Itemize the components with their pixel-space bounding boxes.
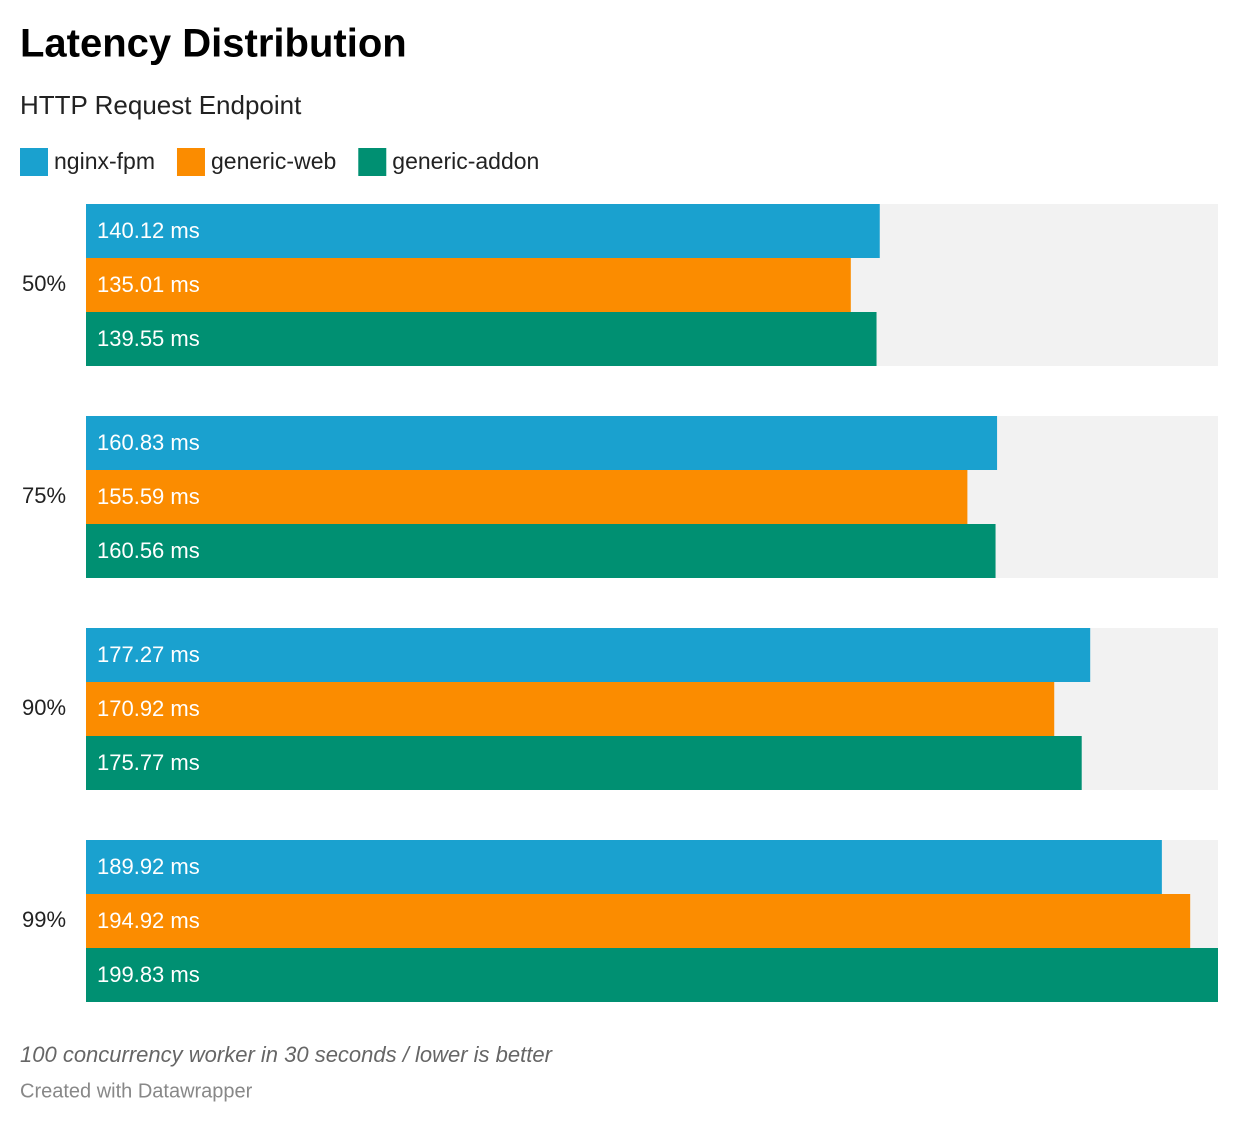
value-label: 177.27 ms xyxy=(97,642,200,667)
bar xyxy=(86,524,996,578)
notes: 100 concurrency worker in 30 seconds / l… xyxy=(20,1042,554,1067)
bar xyxy=(86,470,968,524)
value-label: 139.55 ms xyxy=(97,326,200,351)
value-label: 189.92 ms xyxy=(97,854,200,879)
bar xyxy=(86,682,1055,736)
category-label: 50% xyxy=(22,271,66,296)
bar xyxy=(86,894,1191,948)
bar xyxy=(86,840,1162,894)
legend-swatch xyxy=(20,148,48,176)
bar xyxy=(86,628,1091,682)
credit: Created with Datawrapper xyxy=(20,1080,253,1102)
value-label: 160.56 ms xyxy=(97,538,200,563)
legend-label: generic-web xyxy=(211,148,336,174)
chart-subtitle: HTTP Request Endpoint xyxy=(20,90,302,120)
bar xyxy=(86,416,998,470)
chart-title: Latency Distribution xyxy=(20,22,407,66)
value-label: 194.92 ms xyxy=(97,908,200,933)
value-label: 170.92 ms xyxy=(97,696,200,721)
category-label: 75% xyxy=(22,483,66,508)
legend-label: nginx-fpm xyxy=(54,148,155,174)
bar xyxy=(86,948,1218,1002)
bar xyxy=(86,736,1082,790)
bar xyxy=(86,204,880,258)
value-label: 175.77 ms xyxy=(97,750,200,775)
legend-swatch xyxy=(358,148,387,176)
value-label: 155.59 ms xyxy=(97,484,200,509)
legend-label: generic-addon xyxy=(392,148,539,174)
category-label: 90% xyxy=(22,695,66,720)
legend-swatch xyxy=(176,148,205,176)
bar xyxy=(86,312,877,366)
value-label: 199.83 ms xyxy=(97,962,200,987)
value-label: 135.01 ms xyxy=(97,272,200,297)
bar xyxy=(86,258,851,312)
value-label: 140.12 ms xyxy=(97,218,200,243)
category-label: 99% xyxy=(22,907,66,932)
value-label: 160.83 ms xyxy=(97,430,200,455)
